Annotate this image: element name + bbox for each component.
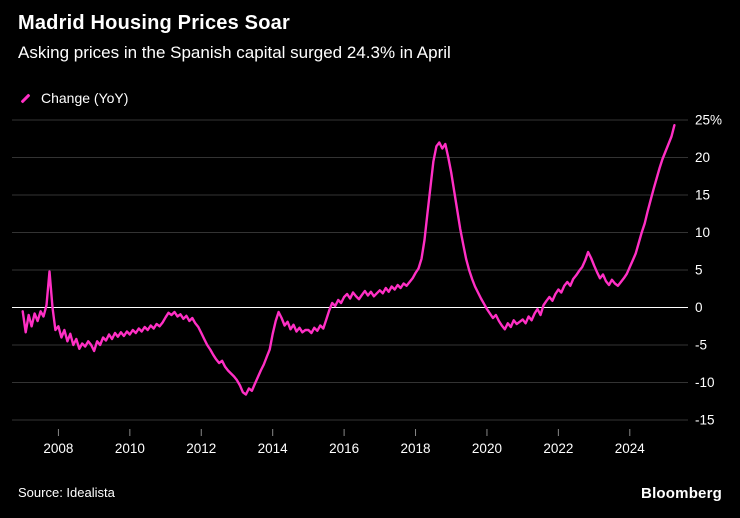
line-chart: 25% 20 15 10 5 0 -5 -10 -15 2008 2010 2012 2014 2016 2… [12,113,722,456]
x-axis-label: 2010 [115,441,145,456]
y-axis-label: 25% [695,113,722,128]
y-axis-label: 20 [695,150,710,165]
source-note: Source: Idealista [18,485,115,500]
legend-label: Change (YoY) [41,90,129,106]
chart-subtitle: Asking prices in the Spanish capital sur… [18,43,451,62]
x-axis-label: 2016 [329,441,359,456]
x-axis-label: 2018 [401,441,431,456]
bloomberg-logo: Bloomberg [641,485,722,502]
x-axis-label: 2014 [258,441,289,456]
x-axis-label: 2008 [43,441,73,456]
legend: Change (YoY) [20,90,128,106]
x-axis-label: 2020 [472,441,502,456]
x-axis-label: 2022 [543,441,573,456]
y-axis-label: -5 [695,338,707,353]
chart-title: Madrid Housing Prices Soar [18,12,290,34]
y-axis-label: 0 [695,300,703,315]
y-axis-label: 5 [695,263,703,278]
y-axis-label: -10 [695,375,715,390]
x-axis-label: 2024 [615,441,646,456]
y-axis-label: -15 [695,413,715,428]
yoy-change-line [21,124,676,396]
y-axis-label: 10 [695,225,710,240]
y-axis-label: 15 [695,188,710,203]
x-axis-label: 2012 [186,441,216,456]
